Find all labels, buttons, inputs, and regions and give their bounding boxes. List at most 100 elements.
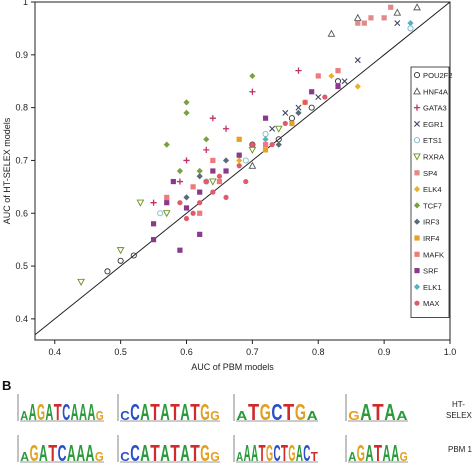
point-srf [177,247,183,253]
logo-letter: A [86,441,95,467]
legend-marker-egr1 [414,120,420,127]
point-pou2f2 [130,252,137,259]
legend-label-elk4: ELK4 [423,185,442,194]
point-tcf7 [163,141,170,148]
point-rxra [209,178,217,186]
point-sp4 [388,4,394,10]
legend-label-hnf4a: HNF4A [423,87,449,96]
point-max [249,141,255,148]
point-gata3 [176,178,184,185]
point-pou2f2 [117,257,124,264]
point-tcf7 [203,136,210,143]
logo-letter: A [71,400,79,426]
y-tick-label: 1 [23,0,28,7]
legend-label-sp4: SP4 [423,169,437,178]
point-max [210,189,216,195]
logo-letter: C [120,449,130,464]
logo-letter: A [180,441,190,467]
point-mafk [164,194,170,201]
point-irf3 [222,157,230,164]
point-irf4 [236,136,242,142]
legend-label-tcf7: TCF7 [423,201,442,210]
point-pou2f2 [308,104,315,111]
logo-letter: G [95,449,104,464]
logo-letter: A [296,441,303,467]
x-tick-label: 0.6 [180,347,193,357]
point-pou2f2 [334,78,342,85]
legend-marker-tcf7 [413,202,421,209]
legend-label-max: MAX [423,299,439,308]
legend-marker-irf4 [414,235,420,241]
legend-marker-max [414,300,420,306]
legend-marker-gata3 [413,104,421,111]
logo-letter: A [307,408,318,423]
logo-letter: G [200,441,210,467]
point-rxra [77,278,85,286]
point-irf4 [289,120,295,127]
point-egr1 [269,125,276,132]
logo-letter: G [295,400,306,426]
logo-letter: A [236,408,247,423]
x-tick-label: 0.4 [49,347,62,357]
point-srf [262,115,269,121]
point-hnf4a [327,29,336,37]
point-sp4 [355,20,361,26]
logo-letter: T [190,400,200,426]
point-tcf7 [183,99,190,106]
y-tick-label: 0.8 [15,103,28,113]
logo-letter: G [266,441,273,467]
logo-letter: C [58,441,67,467]
point-max [243,178,249,185]
point-srf [164,200,170,206]
logo-letter: G [200,400,210,426]
point-srf [309,89,315,95]
logo-letter: T [54,400,62,426]
diagonal-line [34,1,451,336]
y-tick-label: 0.4 [15,314,28,324]
logo-letter: T [48,441,57,467]
logo-letter: A [360,400,372,426]
logo-letter: A [76,441,85,467]
point-mafk [190,184,196,190]
logo-letter: T [283,400,295,426]
logo-letter: C [271,400,282,426]
point-srf [170,178,176,185]
row-label-pbm: PBM 1 [448,445,473,454]
logo-letter: A [396,408,407,423]
x-tick-label: 0.9 [378,347,391,357]
point-hnf4a [393,8,402,16]
point-srf [150,221,157,227]
legend-label-pou2f2: POU2F2 [423,71,453,80]
point-max [269,141,275,148]
logo-letter: A [140,441,150,467]
y-tick-label: 0.6 [15,208,28,218]
point-pou2f2 [104,268,111,275]
legend-label-gata3: GATA3 [423,104,447,113]
point-ets1 [262,130,269,138]
logo-letter: T [311,449,318,464]
x-tick-label: 1.0 [444,347,457,357]
logo-letter: A [391,441,399,467]
point-rxra [162,210,171,218]
legend-label-srf: SRF [423,267,439,276]
point-mafk [335,68,341,74]
point-ets1 [157,210,164,217]
logo-letter: T [248,400,260,426]
logo-letter: G [357,441,365,467]
legend-label-elk1: ELK1 [423,283,442,292]
point-rxra [248,146,257,154]
point-pou2f2 [288,115,295,122]
legend: POU2F2 HNF4A GATA3 EGR1 ETS1 RXRA SP4 ELK4 TCF7 I… [410,66,453,318]
logo-letter: A [20,408,28,423]
logo-letter: A [383,441,391,467]
logo-letter: G [348,408,359,423]
row-label-ht-selex-1: HT- [452,400,465,409]
point-rxra [274,125,283,133]
point-max [236,163,242,169]
point-rxra [116,247,125,255]
legend-marker-irf3 [413,218,421,225]
logo-letter: G [260,400,271,426]
point-srf [197,231,203,237]
logo-letter: A [140,400,150,426]
